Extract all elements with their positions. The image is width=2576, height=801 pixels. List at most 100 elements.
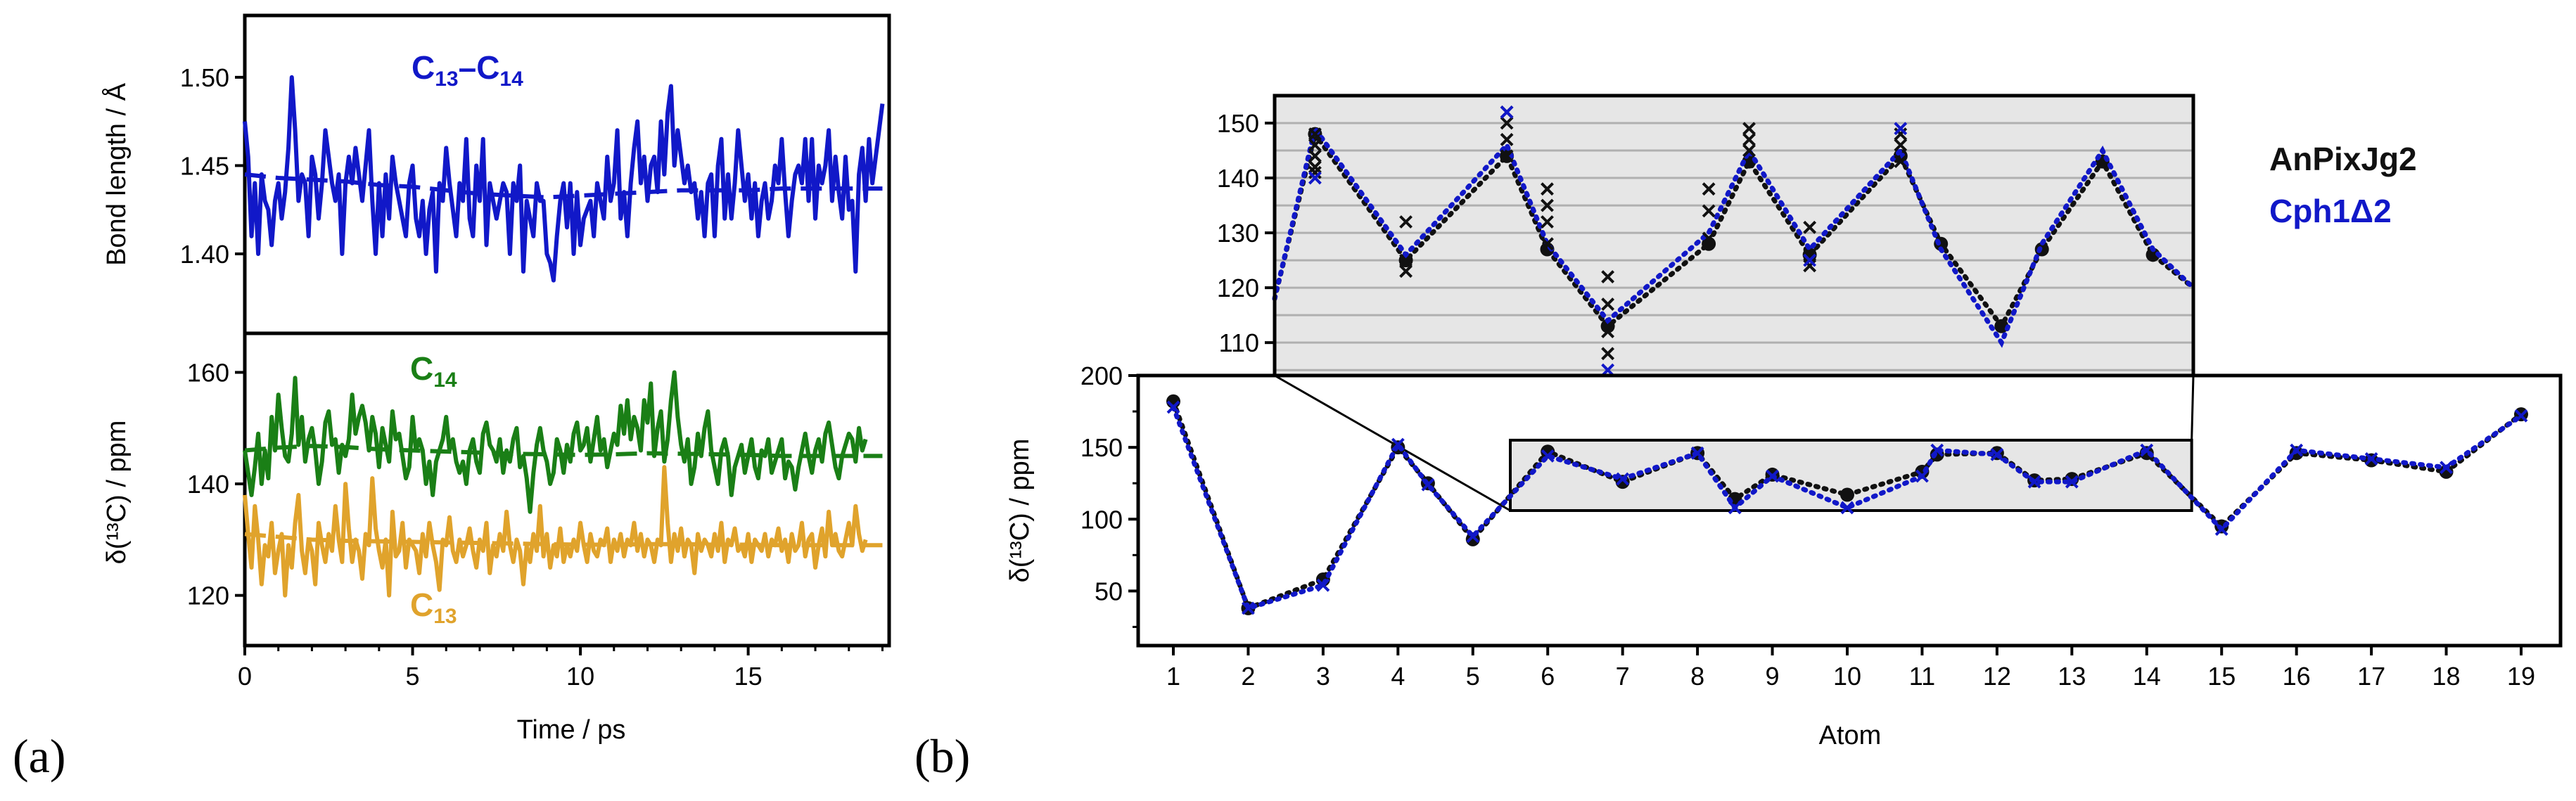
panel-a-top-chart: 1.40 1.45 1.50 C13–C14 Bond length / Å: [101, 13, 891, 335]
data-point-cph1d2: [1766, 469, 1779, 483]
y-axis-label-delta: δ(¹³C) / ppm: [102, 421, 132, 565]
x-tick-label: 16: [2283, 662, 2311, 691]
data-point-cph1d2: [1728, 501, 1742, 515]
panel-label-b: (b): [914, 729, 970, 783]
y-tick-label: 160: [187, 359, 229, 387]
data-point-cph1d2: [2214, 523, 2229, 536]
data-point-cph1d2: [1166, 400, 1180, 414]
inset-cross-anpixjg2: [1541, 215, 1554, 229]
series-line-c13-c14: [243, 75, 885, 283]
data-point-cph1d2: [1840, 501, 1854, 515]
inset-cross-cph1d2: [1803, 253, 1817, 267]
x-tick-label: 12: [1983, 662, 2011, 691]
zoom-connector-right: [2191, 375, 2195, 440]
inset-cross-anpixjg2: [1601, 270, 1615, 283]
data-point-cph1d2: [1421, 478, 1435, 492]
x-tick-label: 2: [1241, 662, 1255, 691]
series-label-c13: C13: [410, 587, 457, 628]
data-point-cph1d2: [1690, 446, 1704, 460]
data-point-cph1d2: [1316, 578, 1330, 592]
inset-cross-anpixjg2: [1803, 259, 1817, 273]
y-tick-label: 50: [1095, 577, 1123, 605]
data-point-cph1d2: [2290, 443, 2304, 457]
x-tick-label: 1: [1166, 662, 1180, 691]
inset-y-tick-label: 150: [1217, 109, 1259, 138]
data-point-anpixjg2: [2439, 464, 2454, 479]
data-point-cph1d2: [1541, 449, 1555, 463]
data-point-cph1d2: [1391, 437, 1405, 451]
inset-cross-anpixjg2: [1742, 122, 1756, 136]
inset-cross-anpixjg2: [1702, 204, 1716, 218]
x-tick-label: 0: [238, 662, 252, 691]
x-tick-label: 15: [2207, 662, 2236, 691]
x-tick-label: 5: [406, 662, 420, 691]
panel-label-a: (a): [13, 729, 65, 783]
data-point-cph1d2: [2065, 475, 2079, 489]
inset-cross-anpixjg2: [1894, 155, 1908, 169]
inset-cross-anpixjg2: [1399, 253, 1413, 267]
data-point-cph1d2: [1915, 469, 1929, 483]
panel-b-inset-frame: [1273, 94, 2195, 378]
inset-cross-anpixjg2: [1803, 220, 1817, 234]
x-tick-label: 18: [2432, 662, 2461, 691]
inset-cross-anpixjg2: [1742, 143, 1756, 158]
inset-y-tick-label: 130: [1217, 219, 1259, 248]
y-tick-label: 100: [1080, 505, 1123, 534]
data-point-cph1d2: [1990, 447, 2004, 461]
panel-a-bottom-chart: 120 140 160 0 5 10 15 C14 C13 δ(¹³C) / ppm Tim…: [102, 331, 891, 745]
inset-cross-anpixjg2: [1541, 198, 1554, 212]
inset-cross-anpixjg2: [1541, 237, 1554, 251]
x-tick-label: 15: [734, 662, 763, 691]
data-point-anpixjg2: [1840, 487, 1854, 502]
x-tick-label: 11: [1909, 662, 1935, 691]
y-tick-label: 140: [187, 470, 229, 499]
data-point-cph1d2: [1616, 472, 1630, 486]
x-tick-label: 6: [1541, 662, 1555, 691]
data-point-cph1d2: [2364, 452, 2378, 466]
legend-cph1d2: Cph1Δ2: [2269, 193, 2392, 229]
inset-cross-anpixjg2: [1601, 325, 1615, 338]
y-tick-label: 150: [1080, 433, 1123, 462]
inset-cross-anpixjg2: [1308, 165, 1322, 179]
inset-cross-anpixjg2: [1601, 347, 1615, 361]
running-mean-c13-c14: [244, 172, 883, 200]
x-tick-label: 9: [1766, 662, 1780, 691]
data-point-cph1d2: [2514, 409, 2528, 423]
series-label-c13-c14: C13–C14: [412, 49, 523, 91]
inset-cross-anpixjg2: [1702, 182, 1716, 196]
inset-series-cph1δ2: [1272, 122, 2196, 348]
inset-cross-anpixjg2: [1308, 127, 1322, 141]
data-point-cph1d2: [1466, 530, 1480, 544]
x-tick-label: 5: [1466, 662, 1480, 691]
running-mean-c13: [244, 532, 883, 548]
inset-cross-anpixjg2: [1601, 297, 1615, 311]
y-tick-label: 1.45: [180, 151, 229, 180]
x-tick-label: 8: [1690, 662, 1704, 691]
x-tick-label: 10: [566, 662, 594, 691]
inset-background: [1275, 96, 2193, 376]
data-point-cph1d2: [2440, 461, 2453, 475]
inset-cross-anpixjg2: [1308, 138, 1322, 152]
y-tick-label: 1.40: [180, 240, 229, 269]
series-line-c13: [243, 465, 868, 598]
inset-cross-anpixjg2: [1894, 138, 1908, 152]
inset-y-tick-label: 110: [1219, 328, 1259, 357]
inset-series-anpixjg2: [1272, 128, 2196, 331]
series-label-c14: C14: [410, 350, 457, 392]
inset-cross-anpixjg2: [1500, 116, 1514, 130]
running-mean-c14: [244, 444, 883, 459]
y-tick-label: 200: [1080, 361, 1123, 390]
panel-a-bottom-frame: [243, 331, 891, 648]
data-point-cph1d2: [1242, 601, 1255, 615]
series-line-c14: [243, 370, 868, 514]
x-tick-label: 17: [2357, 662, 2385, 691]
x-tick-label: 3: [1316, 662, 1330, 691]
inset-point-anpixjg2: [2145, 248, 2160, 262]
data-point-cph1d2: [1930, 443, 1944, 457]
inset-y-tick-label: 140: [1217, 164, 1259, 193]
legend-anpixjg2: AnPixJg2: [2269, 141, 2417, 177]
inset-cross-anpixjg2: [1742, 133, 1756, 146]
y-tick-label: 120: [187, 582, 229, 610]
